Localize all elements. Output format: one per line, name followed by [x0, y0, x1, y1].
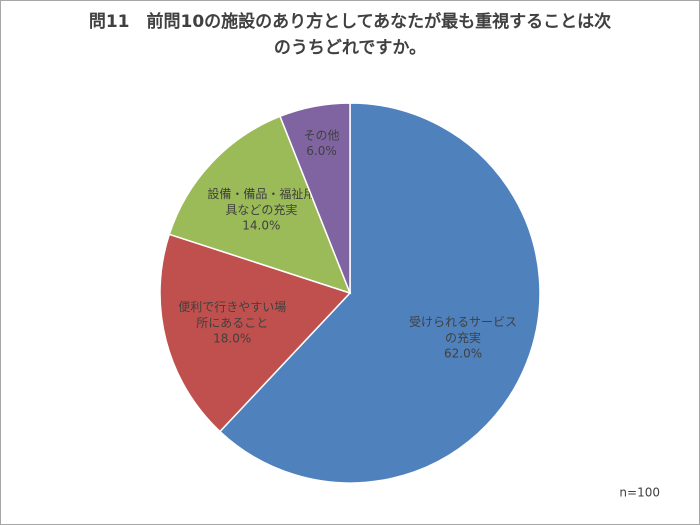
slice-value-label: 6.0%: [306, 144, 337, 158]
sample-size: n=100: [619, 486, 660, 500]
slice-label: その他: [304, 128, 340, 142]
slice-value-label: 14.0%: [242, 218, 280, 232]
pie-slice: [168, 115, 352, 295]
slice-value-label: 62.0%: [444, 346, 482, 360]
slice-label: 受けられるサービスの充実: [409, 314, 517, 344]
pie-slice: [279, 102, 351, 294]
pie-slice: [218, 102, 541, 484]
slice-label: 便利で行きやすい場所にあること: [178, 300, 286, 330]
slice-value-label: 18.0%: [213, 332, 251, 346]
slice-label: 設備・備品・福祉用具などの充実: [207, 185, 315, 216]
chart-title: 問11 前問10の施設のあり方としてあなたが最も重視することは次のうちどれですか…: [89, 11, 611, 58]
pie-slice: [159, 233, 352, 433]
